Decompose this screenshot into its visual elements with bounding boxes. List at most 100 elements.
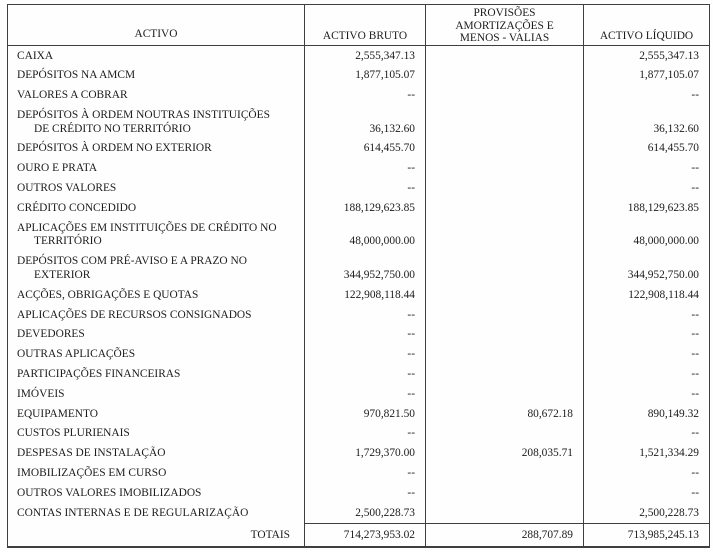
row-activo-liquido-value: --	[583, 423, 709, 444]
row-label-cell: OUTRAS APLICAÇÕES	[8, 345, 304, 365]
row-label-cell: CUSTOS PLURIENAIS	[8, 424, 304, 444]
totals-activo-bruto: 714,273,953.02	[304, 522, 425, 546]
row-provisoes-value	[425, 503, 583, 523]
row-label-cell: APLICAÇÕES EM INSTITUIÇÕES DE CRÉDITO NO…	[8, 218, 304, 252]
row-activo-liquido-value: 344,952,750.00	[583, 251, 709, 286]
table-row: DEPÓSITOS COM PRÉ-AVISO E A PRAZO NO EXT…	[8, 251, 709, 286]
row-label: DEPÓSITOS NA AMCM	[17, 69, 136, 82]
row-activo-bruto-value: 48,000,000.00	[304, 218, 425, 252]
row-activo-liquido-value: 2,555,347.13	[583, 46, 709, 66]
row-activo-bruto-value: --	[304, 324, 425, 345]
row-label: ACÇÕES, OBRIGAÇÕES E QUOTAS	[17, 288, 199, 301]
totals-provisoes: 288,707.89	[425, 522, 583, 546]
row-label: IMOBILIZAÇÕES EM CURSO	[17, 467, 167, 480]
row-activo-liquido-value: 614,455.70	[583, 138, 709, 159]
row-activo-bruto-value: 2,500,228.73	[304, 503, 425, 523]
table-row: DEPÓSITOS À ORDEM NO EXTERIOR 614,455.70…	[8, 138, 709, 159]
row-label-cell: PARTICIPAÇÕES FINANCEIRAS	[8, 365, 304, 385]
row-activo-bruto-value: 614,455.70	[304, 138, 425, 159]
assets-table: ACTIVO ACTIVO BRUTO PROVISÕES AMORTIZAÇÕ…	[7, 4, 710, 548]
table-row: IMÓVEIS -- --	[8, 384, 709, 405]
row-activo-liquido-value: 1,521,334.29	[583, 443, 709, 464]
row-provisoes-value	[425, 178, 583, 199]
row-label-cell: DEPÓSITOS À ORDEM NOUTRAS INSTITUIÇÕES D…	[8, 105, 304, 139]
totals-activo-liquido: 713,985,245.13	[583, 522, 709, 546]
row-label-line2: TERRITÓRIO	[34, 235, 102, 248]
row-label: DESPESAS DE INSTALAÇÃO	[17, 447, 166, 460]
table-row: DEPÓSITOS NA AMCM 1,877,105.07 1,877,105…	[8, 65, 709, 86]
row-label-cell: DESPESAS DE INSTALAÇÃO	[8, 444, 304, 464]
row-activo-bruto-value: --	[304, 178, 425, 199]
row-label-cell: VALORES A COBRAR	[8, 86, 304, 106]
row-label-line2: DE CRÉDITO NO TERRITÓRIO	[34, 122, 191, 135]
row-label: DEPÓSITOS À ORDEM NOUTRAS INSTITUIÇÕES	[17, 108, 270, 121]
column-header-activo: ACTIVO	[134, 28, 178, 41]
row-activo-bruto-value: --	[304, 463, 425, 484]
table-row: DESPESAS DE INSTALAÇÃO 1,729,370.00 208,…	[8, 443, 709, 464]
row-provisoes-value	[425, 483, 583, 504]
row-label: DEPÓSITOS À ORDEM NO EXTERIOR	[17, 142, 212, 155]
row-provisoes-value	[425, 384, 583, 405]
row-label: CONTAS INTERNAS E DE REGULARIZAÇÃO	[17, 506, 249, 519]
row-label-line2: EXTERIOR	[34, 269, 91, 282]
row-provisoes-value	[425, 344, 583, 365]
row-provisoes-value	[425, 198, 583, 219]
row-activo-bruto-value: --	[304, 384, 425, 405]
table-header-row: ACTIVO ACTIVO BRUTO PROVISÕES AMORTIZAÇÕ…	[8, 5, 709, 46]
table-row: OUTROS VALORES IMOBILIZADOS -- --	[8, 483, 709, 504]
row-activo-liquido-value: --	[583, 463, 709, 484]
row-provisoes-value	[425, 251, 583, 286]
row-activo-liquido-value: --	[583, 344, 709, 365]
row-label-cell: DEPÓSITOS NA AMCM	[8, 66, 304, 86]
column-header-provisoes: PROVISÕES AMORTIZAÇÕES E MENOS - VALIAS	[425, 5, 583, 45]
row-activo-liquido-value: --	[583, 324, 709, 345]
table-body: CAIXA 2,555,347.13 2,555,347.13 DEPÓSITO…	[8, 46, 709, 523]
row-label: DEVEDORES	[17, 328, 85, 341]
table-row: APLICAÇÕES DE RECURSOS CONSIGNADOS -- --	[8, 305, 709, 325]
row-activo-liquido-value: 2,500,228.73	[583, 503, 709, 523]
table-row: CRÉDITO CONCEDIDO 188,129,623.85 188,129…	[8, 198, 709, 219]
row-activo-liquido-value: --	[583, 384, 709, 405]
row-provisoes-value	[425, 463, 583, 484]
row-activo-liquido-value: --	[583, 85, 709, 106]
row-label: CAIXA	[17, 49, 54, 62]
row-activo-liquido-value: --	[583, 305, 709, 325]
column-header-activo-liquido: ACTIVO LÍQUIDO	[583, 5, 709, 45]
row-label-cell: EQUIPAMENTO	[8, 404, 304, 424]
row-activo-bruto-value: --	[304, 344, 425, 365]
row-provisoes-value	[425, 138, 583, 159]
row-provisoes-value	[425, 105, 583, 139]
row-activo-bruto-value: 344,952,750.00	[304, 251, 425, 286]
row-activo-bruto-value: --	[304, 305, 425, 325]
row-label: VALORES A COBRAR	[17, 89, 128, 102]
row-provisoes-value	[425, 218, 583, 252]
row-activo-liquido-value: 122,908,118.44	[583, 285, 709, 306]
row-label: EQUIPAMENTO	[17, 407, 99, 420]
row-activo-bruto-value: --	[304, 85, 425, 106]
row-activo-liquido-value: --	[583, 364, 709, 385]
row-provisoes-value	[425, 324, 583, 345]
row-label: PARTICIPAÇÕES FINANCEIRAS	[17, 368, 181, 381]
row-activo-liquido-value: 36,132.60	[583, 105, 709, 139]
row-provisoes-value	[425, 65, 583, 86]
row-label: OUTROS VALORES	[17, 182, 117, 195]
row-provisoes-value	[425, 305, 583, 325]
row-activo-liquido-value: --	[583, 158, 709, 179]
row-activo-bruto-value: 36,132.60	[304, 105, 425, 139]
row-label: IMÓVEIS	[17, 387, 65, 400]
row-activo-bruto-value: 1,729,370.00	[304, 443, 425, 464]
row-label-cell: OUTROS VALORES IMOBILIZADOS	[8, 483, 304, 503]
row-provisoes-value	[425, 46, 583, 66]
table-row: EQUIPAMENTO 970,821.50 80,672.18 890,149…	[8, 404, 709, 424]
table-row: VALORES A COBRAR -- --	[8, 85, 709, 106]
row-label-cell: DEPÓSITOS À ORDEM NO EXTERIOR	[8, 139, 304, 159]
row-label-cell: CONTAS INTERNAS E DE REGULARIZAÇÃO	[8, 503, 304, 523]
row-provisoes-value	[425, 423, 583, 444]
row-label-cell: IMÓVEIS	[8, 384, 304, 404]
row-label: DEPÓSITOS COM PRÉ-AVISO E A PRAZO NO	[17, 255, 247, 268]
table-row: CAIXA 2,555,347.13 2,555,347.13	[8, 46, 709, 66]
row-label-cell: IMOBILIZAÇÕES EM CURSO	[8, 464, 304, 484]
table-row: APLICAÇÕES EM INSTITUIÇÕES DE CRÉDITO NO…	[8, 218, 709, 252]
row-label: CRÉDITO CONCEDIDO	[17, 201, 137, 214]
